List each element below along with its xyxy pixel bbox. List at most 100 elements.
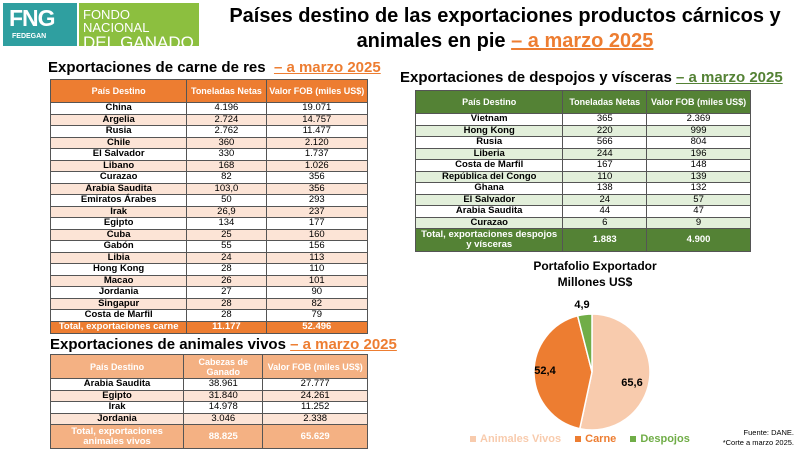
value-cell: 566: [562, 136, 648, 149]
total-row: Total, exportaciones animales vivos 88.82…: [49, 424, 368, 449]
column-header: Toneladas Netas: [562, 90, 648, 114]
carne-heading: Exportaciones de carne de res – a marzo …: [48, 59, 381, 76]
country-cell: Hong Kong: [414, 124, 564, 137]
column-header: País Destino: [414, 90, 564, 114]
legend-item: Carne: [575, 433, 616, 445]
column-header: Toneladas Netas: [186, 79, 267, 103]
country-cell: Irak: [49, 205, 188, 218]
pie-slice-carne: [533, 314, 593, 430]
table-row: República del Congo 110 139: [414, 170, 751, 183]
value-cell: 1.026: [265, 159, 369, 172]
logo-wordmark: FONDO NACIONAL DEL GANADO: [79, 3, 199, 51]
table-row: Arabia Saudita 44 47: [414, 205, 751, 218]
value-cell: 168: [186, 159, 267, 172]
total-cell: 1.883: [562, 228, 648, 252]
title-line2: animales en pie: [356, 30, 506, 52]
fng-logo: FNG FEDEGAN FONDO NACIONAL DEL GANADO: [3, 3, 199, 51]
pie-data-label: 4,9: [574, 299, 589, 311]
logo-line2: DEL GANADO: [83, 33, 194, 52]
value-cell: 356: [265, 171, 369, 184]
legend-swatch-icon: [630, 436, 637, 443]
value-cell: 804: [646, 136, 751, 149]
value-cell: 139: [646, 170, 751, 183]
table-row: Rusia 2.762 11.477: [49, 125, 369, 138]
table-row: Hong Kong 220 999: [414, 124, 751, 137]
table-row: Singapur 28 82: [49, 297, 369, 310]
country-cell: República del Congo: [414, 170, 564, 183]
total-row: Total, exportaciones despojos y vísceras…: [414, 228, 751, 252]
value-cell: 132: [646, 182, 751, 195]
chart-title-text: Portafolio Exportador: [533, 259, 657, 273]
source-line1: Fuente: DANE.: [743, 428, 794, 437]
table-row: Vietnam 365 2.369: [414, 113, 751, 126]
total-row: Total, exportaciones carne 11.177 52.496: [49, 320, 369, 334]
legend-item: Animales Vivos: [470, 433, 561, 445]
value-cell: 138: [562, 182, 648, 195]
pie-data-label: 52,4: [534, 365, 556, 377]
value-cell: 2.120: [265, 136, 369, 149]
value-cell: 110: [562, 170, 648, 183]
country-cell: Gabón: [49, 240, 188, 253]
table-row: El Salvador 24 57: [414, 193, 751, 206]
legend-swatch-icon: [470, 436, 476, 443]
value-cell: 293: [265, 194, 369, 207]
total-cell: Total, exportaciones animales vivos: [49, 424, 185, 449]
value-cell: 196: [646, 147, 751, 160]
pie-data-label: 65,6: [621, 377, 642, 389]
chart-legend: Animales Vivos Carne Despojos: [470, 433, 690, 445]
pie-slice-animales-vivos: [578, 313, 651, 431]
country-cell: Ghana: [414, 182, 564, 195]
country-cell: Cuba: [49, 228, 188, 241]
column-header: Valor FOB (miles US$): [265, 79, 369, 103]
total-cell: 11.177: [186, 320, 267, 334]
total-cell: Total, exportaciones despojos y vísceras: [414, 228, 564, 252]
country-cell: El Salvador: [414, 193, 564, 206]
value-cell: 156: [265, 240, 369, 253]
table-row: Jordania 27 90: [49, 286, 369, 299]
table-row: Argelia 2.724 14.757: [49, 113, 369, 126]
country-cell: Arabia Saudita: [414, 205, 564, 218]
country-cell: Egipto: [49, 217, 188, 230]
table-row: Costa de Marfil 167 148: [414, 159, 751, 172]
table-row: Arabia Saudita 103,0 356: [49, 182, 369, 195]
logo-line1: FONDO NACIONAL: [83, 7, 150, 35]
value-cell: 134: [186, 217, 267, 230]
total-cell: Total, exportaciones carne: [49, 320, 188, 334]
table-row: Egipto 134 177: [49, 217, 369, 230]
value-cell: 24: [186, 251, 267, 264]
table-row: Costa de Marfil 28 79: [49, 309, 369, 322]
value-cell: 55: [186, 240, 267, 253]
country-cell: Rusia: [414, 136, 564, 149]
value-cell: 244: [562, 147, 648, 160]
legend-label: Animales Vivos: [480, 433, 562, 445]
carne-heading-text: Exportaciones de carne de res: [48, 59, 266, 76]
column-header: Valor FOB (miles US$): [646, 90, 751, 114]
value-cell: 1.737: [265, 148, 369, 161]
value-cell: 11.477: [265, 125, 369, 138]
table-row: Macao 26 101: [49, 274, 369, 287]
vivos-heading-accent: – a marzo 2025: [290, 336, 397, 353]
page-title: Países destino de las exportaciones prod…: [215, 4, 795, 54]
legend-swatch-icon: [575, 436, 582, 443]
table-row: Liberia 244 196: [414, 147, 751, 160]
value-cell: 167: [562, 159, 648, 172]
legend-label: Despojos: [640, 433, 690, 445]
carne-heading-accent: – a marzo 2025: [273, 59, 381, 76]
table-row: Cuba 25 160: [49, 228, 369, 241]
total-cell: 4.900: [646, 228, 751, 252]
value-cell: 148: [646, 159, 751, 172]
value-cell: 220: [562, 124, 648, 137]
value-cell: 177: [265, 217, 369, 230]
country-cell: Chile: [49, 136, 188, 149]
despojos-table: País Destino Toneladas Netas Valor FOB (mi…: [414, 90, 751, 252]
total-cell: 88.825: [183, 424, 264, 449]
table-header-row: País Destino Toneladas Netas Valor FOB (mi…: [49, 79, 369, 103]
country-cell: Rusia: [49, 125, 188, 138]
column-header: Valor FOB (miles US$): [262, 354, 368, 379]
table-row: Gabón 55 156: [49, 240, 369, 253]
value-cell: 360: [186, 136, 267, 149]
table-header-row: País Destino Toneladas Netas Valor FOB (mi…: [414, 90, 751, 114]
chart-subtitle: Millones US$: [557, 275, 633, 289]
table-row: Curazao 82 356: [49, 171, 369, 184]
